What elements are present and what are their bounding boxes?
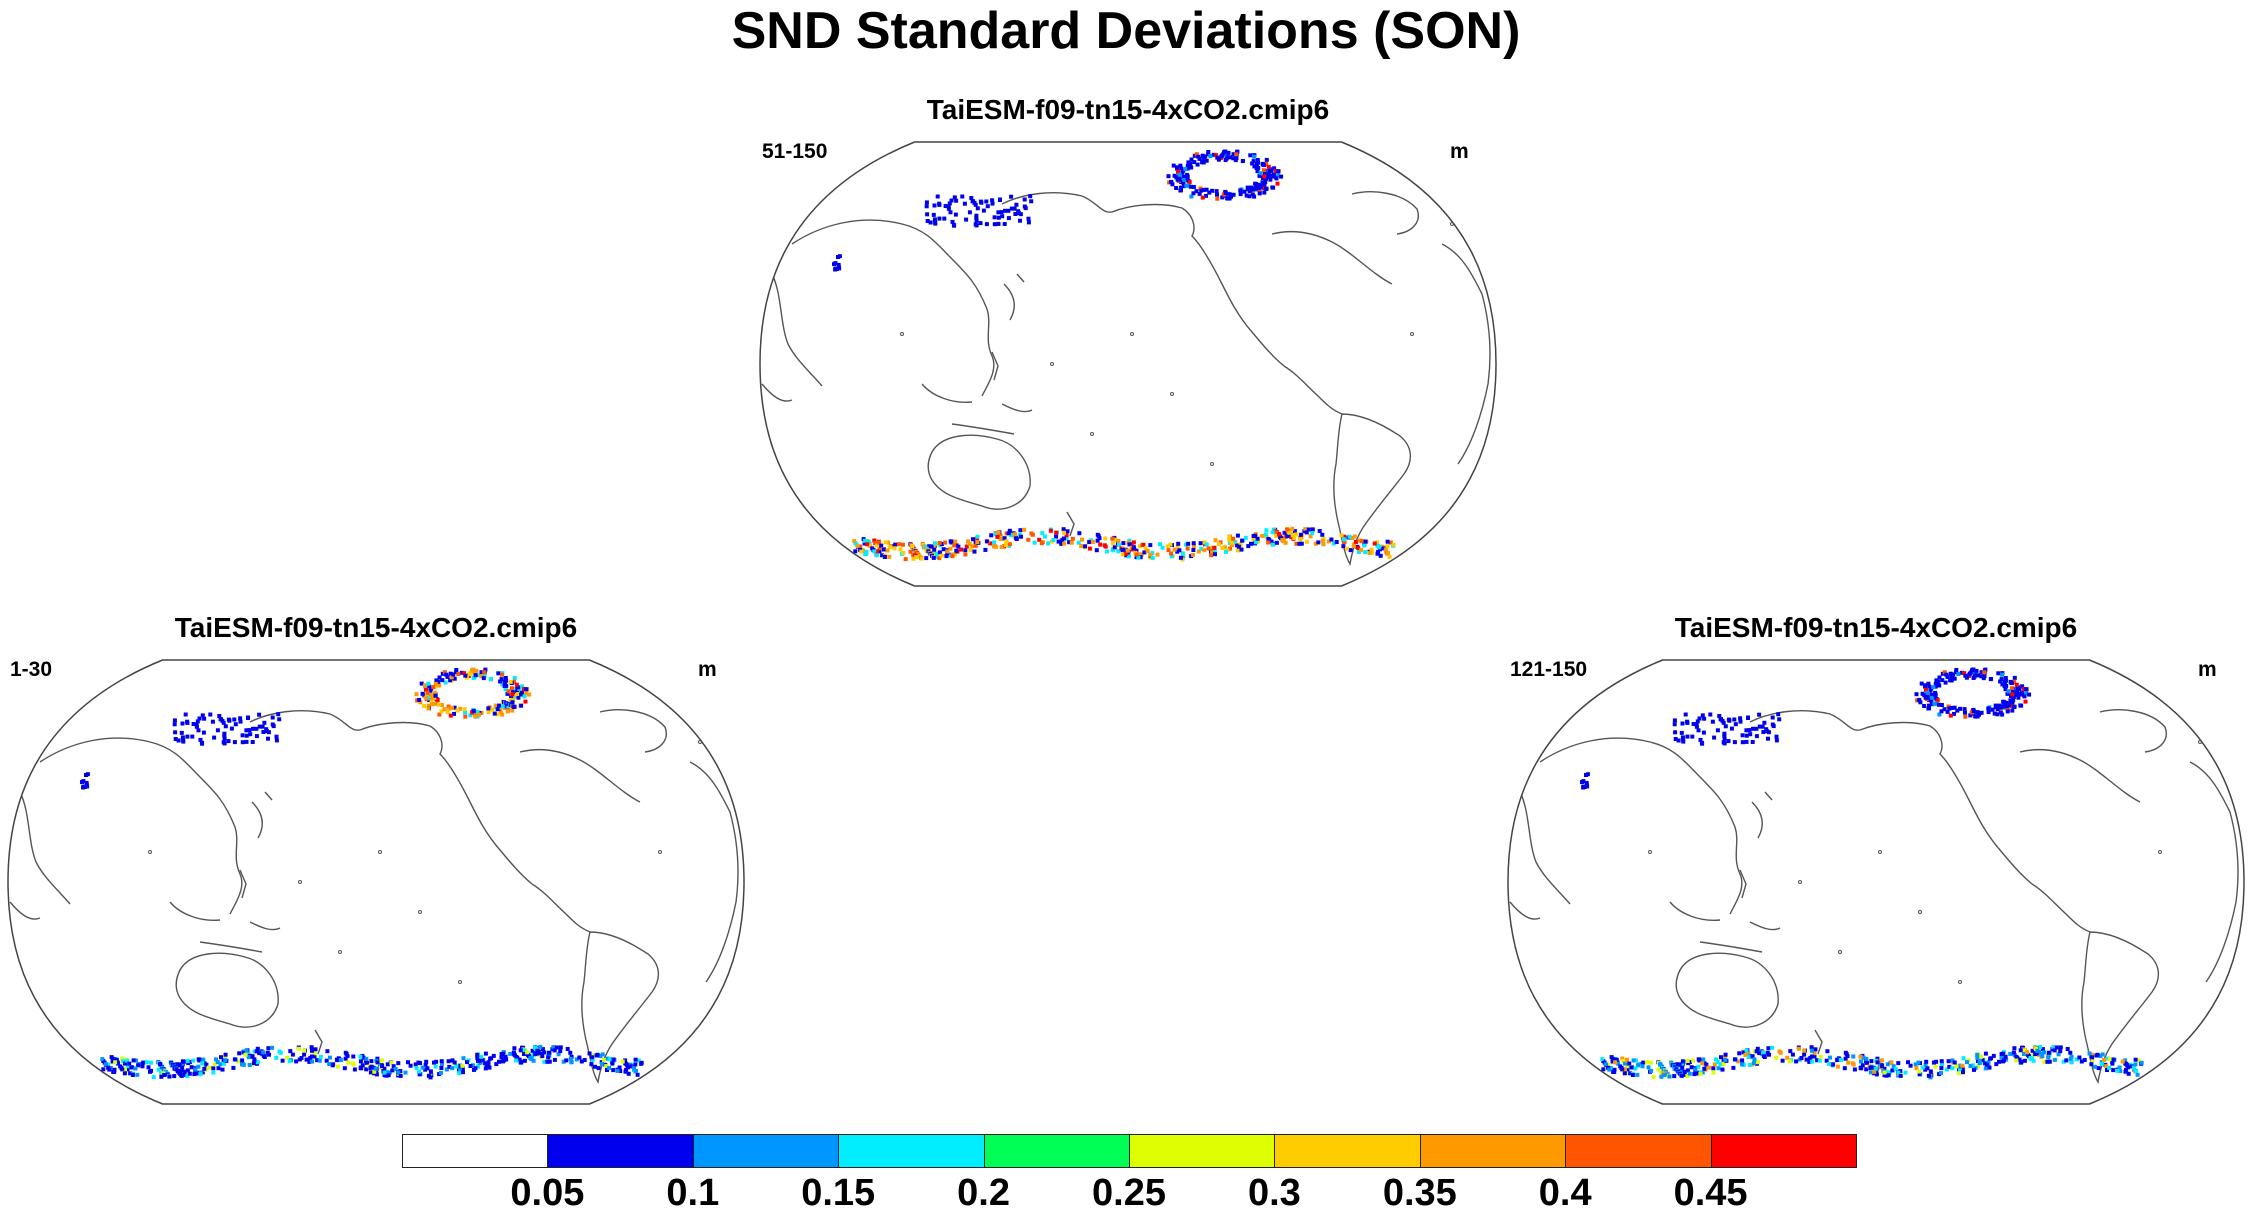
colorbar-swatch: [1129, 1134, 1276, 1168]
unit-label: m: [1450, 140, 1469, 163]
colorbar-swatch: [983, 1134, 1130, 1168]
colorbar-swatch: [1274, 1134, 1421, 1168]
colorbar-swatch: [692, 1134, 840, 1168]
colorbar-tick-label: 0.4: [1538, 1172, 1592, 1214]
robinson-map: [1507, 659, 2245, 1105]
year-range-label: 51-150: [762, 140, 828, 163]
colorbar-tick-label: 0.15: [801, 1172, 876, 1214]
map-panel-top: TaiESM-f09-tn15-4xCO2.cmip6 51-150 m: [752, 88, 1504, 598]
colorbar-tick-label: 0.2: [957, 1172, 1010, 1214]
robinson-map: [759, 141, 1497, 587]
panel-title: TaiESM-f09-tn15-4xCO2.cmip6: [1674, 612, 2078, 643]
colorbar-swatch: [1710, 1134, 1857, 1168]
colorbar-tick-label: 0.1: [666, 1172, 720, 1214]
colorbar-tick-label: 0.25: [1092, 1172, 1166, 1214]
map-panel-bottom-left: TaiESM-f09-tn15-4xCO2.cmip6 1-30 m: [0, 606, 752, 1116]
colorbar-tick-label: 0.45: [1673, 1172, 1748, 1214]
colorbar-swatch: [1419, 1134, 1567, 1168]
year-range-label: 1-30: [10, 658, 53, 681]
panel-title: TaiESM-f09-tn15-4xCO2.cmip6: [926, 94, 1330, 125]
unit-label: m: [698, 658, 717, 681]
colorbar: [402, 1134, 1857, 1168]
figure-title: SND Standard Deviations (SON): [731, 2, 1521, 60]
unit-label: m: [2198, 658, 2217, 681]
colorbar-swatch: [838, 1134, 985, 1168]
colorbar-tick-label: 0.35: [1382, 1172, 1457, 1214]
map-panel-bottom-right: TaiESM-f09-tn15-4xCO2.cmip6 121-150 m: [1500, 606, 2252, 1116]
panel-title: TaiESM-f09-tn15-4xCO2.cmip6: [174, 612, 578, 643]
colorbar-tick-label: 0.05: [510, 1172, 585, 1214]
colorbar-swatch: [547, 1134, 694, 1168]
colorbar-tick-label: 0.3: [1247, 1172, 1301, 1214]
colorbar-swatch: [1565, 1134, 1712, 1168]
robinson-map: [7, 659, 745, 1105]
colorbar-swatch: [402, 1134, 549, 1168]
year-range-label: 121-150: [1510, 658, 1588, 681]
